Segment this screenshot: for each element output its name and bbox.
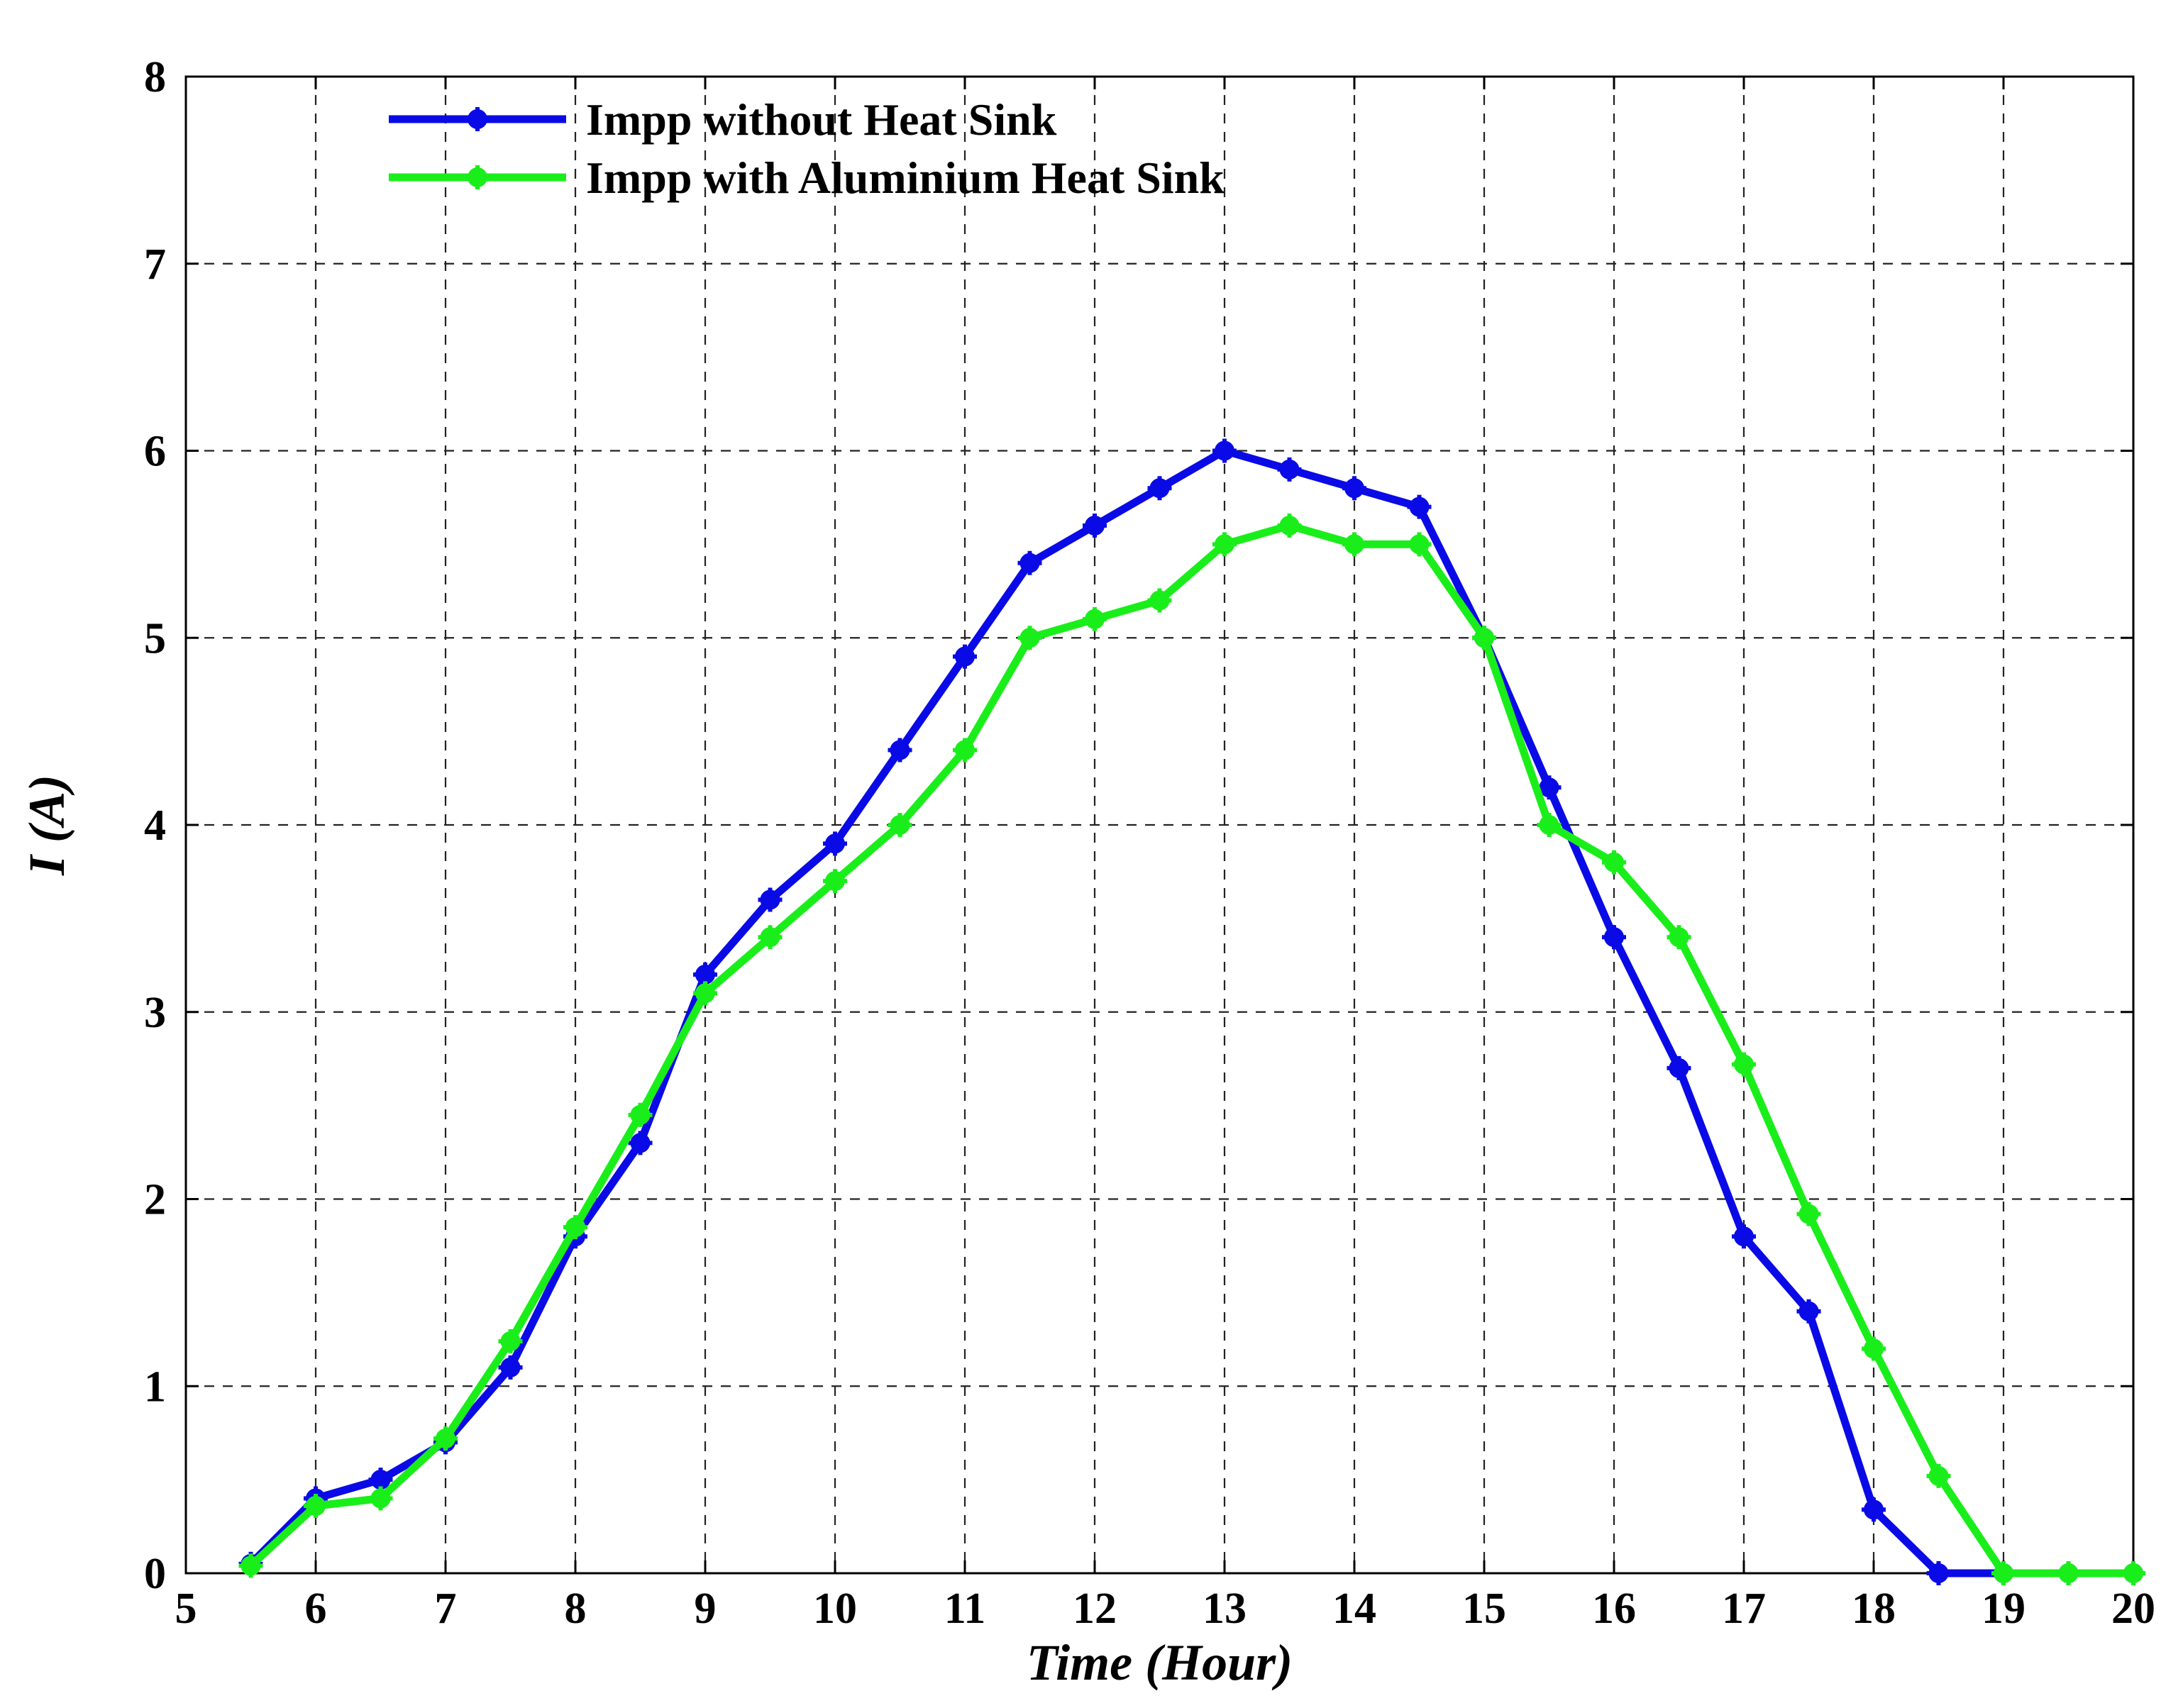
- legend-item: Impp with Aluminium Heat Sink: [389, 152, 1225, 203]
- legend-label: Impp without Heat Sink: [586, 94, 1057, 145]
- legend-label: Impp with Aluminium Heat Sink: [586, 152, 1225, 203]
- data-point: [953, 738, 977, 762]
- x-tick-label: 18: [1852, 1585, 1896, 1633]
- data-point: [1017, 626, 1042, 650]
- data-point: [1212, 532, 1237, 557]
- x-tick-label: 20: [2111, 1585, 2155, 1633]
- y-tick-label: 6: [144, 428, 166, 476]
- data-point: [1926, 1561, 1951, 1585]
- data-point: [1083, 606, 1107, 631]
- data-point: [823, 869, 847, 894]
- data-point: [1862, 1336, 1886, 1361]
- x-axis-label: Time (Hour): [1027, 1634, 1293, 1691]
- data-point: [1602, 850, 1626, 875]
- series-2: [238, 514, 2145, 1585]
- data-point: [2121, 1561, 2145, 1585]
- data-point: [1991, 1561, 2016, 1585]
- x-tick-label: 8: [565, 1585, 587, 1633]
- legend-marker: [465, 107, 490, 131]
- data-point: [1083, 514, 1107, 538]
- data-point: [628, 1102, 653, 1127]
- y-tick-label: 5: [144, 614, 166, 662]
- data-point: [1212, 438, 1237, 463]
- data-point: [498, 1329, 523, 1353]
- data-point: [1407, 532, 1432, 557]
- data-point: [304, 1494, 328, 1519]
- data-point: [238, 1553, 263, 1578]
- data-point: [498, 1355, 523, 1380]
- data-point: [1277, 457, 1302, 482]
- data-point: [758, 925, 783, 950]
- grid: [186, 77, 2133, 1573]
- data-point: [1862, 1497, 1886, 1522]
- series-line: [247, 521, 2138, 1577]
- data-point: [693, 981, 717, 1006]
- data-point: [1926, 1463, 1951, 1488]
- x-tick-label: 19: [1982, 1585, 2026, 1633]
- data-point: [1407, 494, 1432, 519]
- data-point: [1667, 925, 1691, 950]
- data-point: [433, 1426, 458, 1451]
- x-tick-label: 17: [1722, 1585, 1766, 1633]
- x-tick-label: 11: [944, 1585, 986, 1633]
- data-point: [1796, 1299, 1821, 1324]
- data-point: [758, 887, 783, 912]
- series-group: [238, 438, 2145, 1585]
- data-point: [888, 813, 912, 837]
- data-point: [1342, 476, 1366, 501]
- data-point: [1277, 514, 1302, 538]
- data-point: [1667, 1055, 1691, 1080]
- data-point: [1537, 813, 1562, 837]
- data-point: [1147, 588, 1172, 613]
- x-tick-label: 14: [1332, 1585, 1376, 1633]
- data-point: [1537, 775, 1562, 800]
- legend-item: Impp without Heat Sink: [389, 94, 1057, 145]
- legend-marker: [465, 165, 490, 189]
- y-tick-label: 3: [144, 989, 166, 1037]
- data-point: [1796, 1202, 1821, 1226]
- data-point: [1732, 1224, 1756, 1249]
- y-tick-label: 8: [144, 53, 166, 101]
- y-tick-label: 0: [144, 1550, 166, 1598]
- data-point: [628, 1131, 653, 1155]
- y-axis-label: I (A): [18, 775, 75, 876]
- x-tick-label: 15: [1462, 1585, 1506, 1633]
- data-point: [1017, 550, 1042, 575]
- data-point: [1472, 626, 1496, 650]
- data-point: [2056, 1561, 2081, 1585]
- x-tick-label: 5: [175, 1585, 197, 1633]
- y-tick-label: 1: [144, 1363, 166, 1411]
- x-tick-label: 12: [1073, 1585, 1117, 1633]
- legend: Impp without Heat Sink Impp with Aluminiu…: [389, 94, 1225, 203]
- x-tick-label: 13: [1203, 1585, 1247, 1633]
- data-point: [1147, 476, 1172, 501]
- x-tick-label: 6: [305, 1585, 327, 1633]
- data-point: [1342, 532, 1366, 557]
- y-tick-label: 4: [144, 802, 166, 850]
- y-tick-label: 7: [144, 240, 166, 289]
- data-point: [1732, 1052, 1756, 1077]
- x-tick-label: 16: [1592, 1585, 1636, 1633]
- x-tick-label: 7: [435, 1585, 457, 1633]
- x-tick-label: 10: [813, 1585, 857, 1633]
- series-line: [247, 447, 2138, 1577]
- data-point: [823, 831, 847, 856]
- data-point: [888, 738, 912, 762]
- data-point: [953, 644, 977, 669]
- y-tick-label: 2: [144, 1176, 166, 1224]
- data-point: [563, 1215, 587, 1240]
- data-point: [1602, 925, 1626, 950]
- data-point: [368, 1486, 393, 1511]
- x-tick-label: 9: [695, 1585, 717, 1633]
